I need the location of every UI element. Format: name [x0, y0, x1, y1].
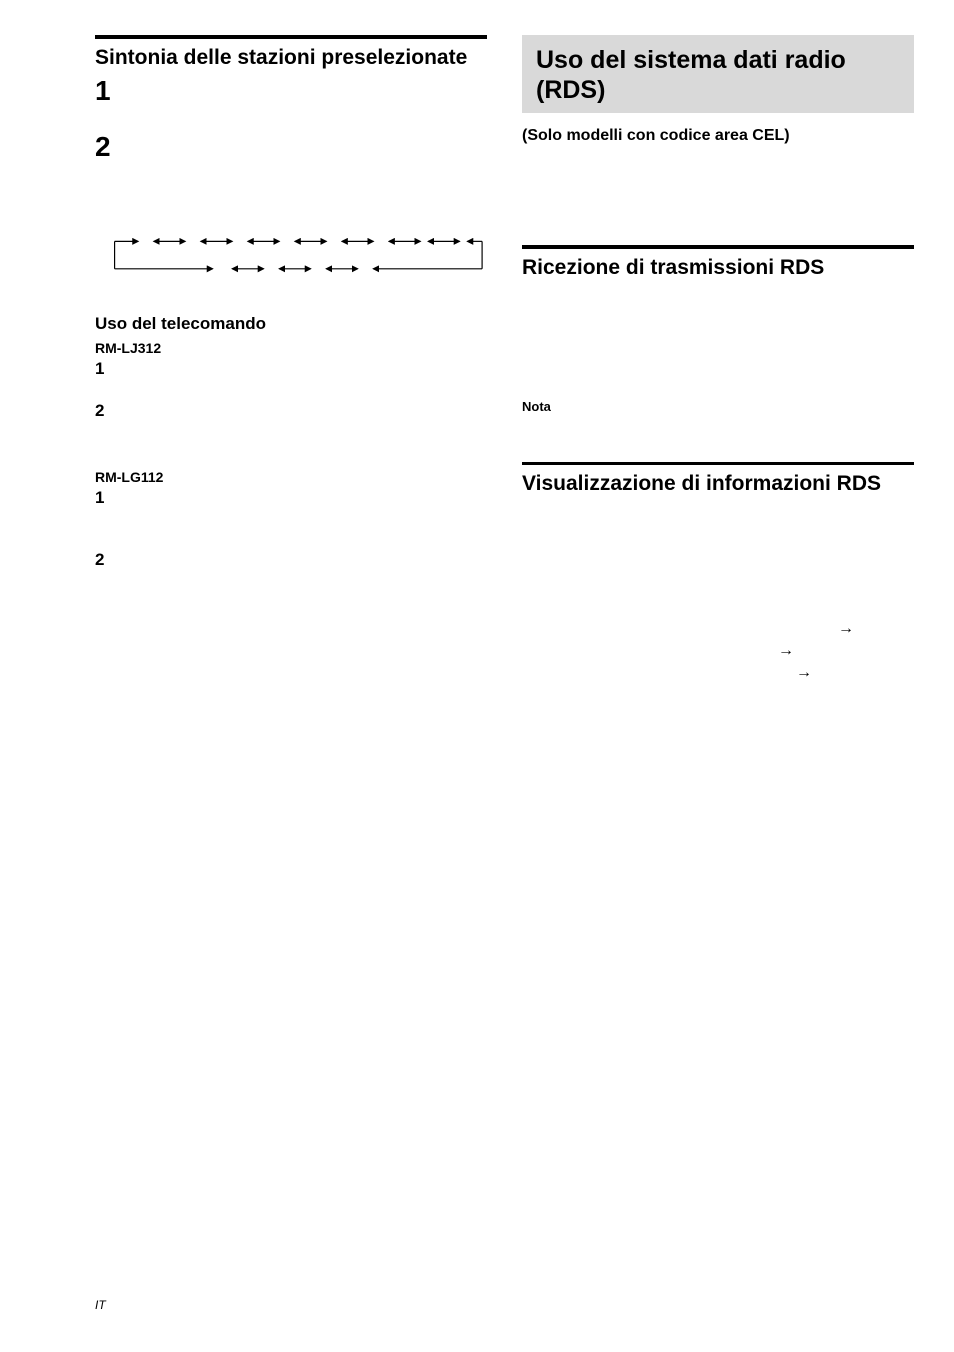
step-number: 2: [95, 133, 487, 161]
page-number: IT: [95, 1298, 106, 1312]
rule: [522, 245, 914, 249]
step-number: 2: [95, 550, 487, 570]
title-banner: Uso del sistema dati radio (RDS): [522, 35, 914, 113]
step-number: 1: [95, 488, 487, 508]
rule: [95, 35, 487, 39]
step-number: 2: [95, 401, 487, 421]
banner-subtitle: (Solo modelli con codice area CEL): [522, 127, 914, 145]
note-label: Nota: [522, 399, 914, 414]
section-title: Sintonia delle stazioni preselezionate: [95, 45, 487, 71]
step-number: 1: [95, 359, 487, 379]
arrow-sequence: → → →: [522, 618, 914, 685]
flow-diagram: [95, 231, 487, 287]
model-label: RM-LG112: [95, 469, 487, 485]
remote-heading: Uso del telecomando: [95, 314, 487, 334]
section-title: Ricezione di trasmissioni RDS: [522, 255, 914, 281]
rule: [522, 462, 914, 465]
right-column: Uso del sistema dati radio (RDS) (Solo m…: [522, 35, 914, 685]
left-column: Sintonia delle stazioni preselezionate 1…: [95, 35, 487, 685]
model-label: RM-LJ312: [95, 340, 487, 356]
banner-title: Uso del sistema dati radio (RDS): [536, 45, 900, 105]
step-number: 1: [95, 77, 487, 105]
section-title: Visualizzazione di informazioni RDS: [522, 471, 914, 497]
